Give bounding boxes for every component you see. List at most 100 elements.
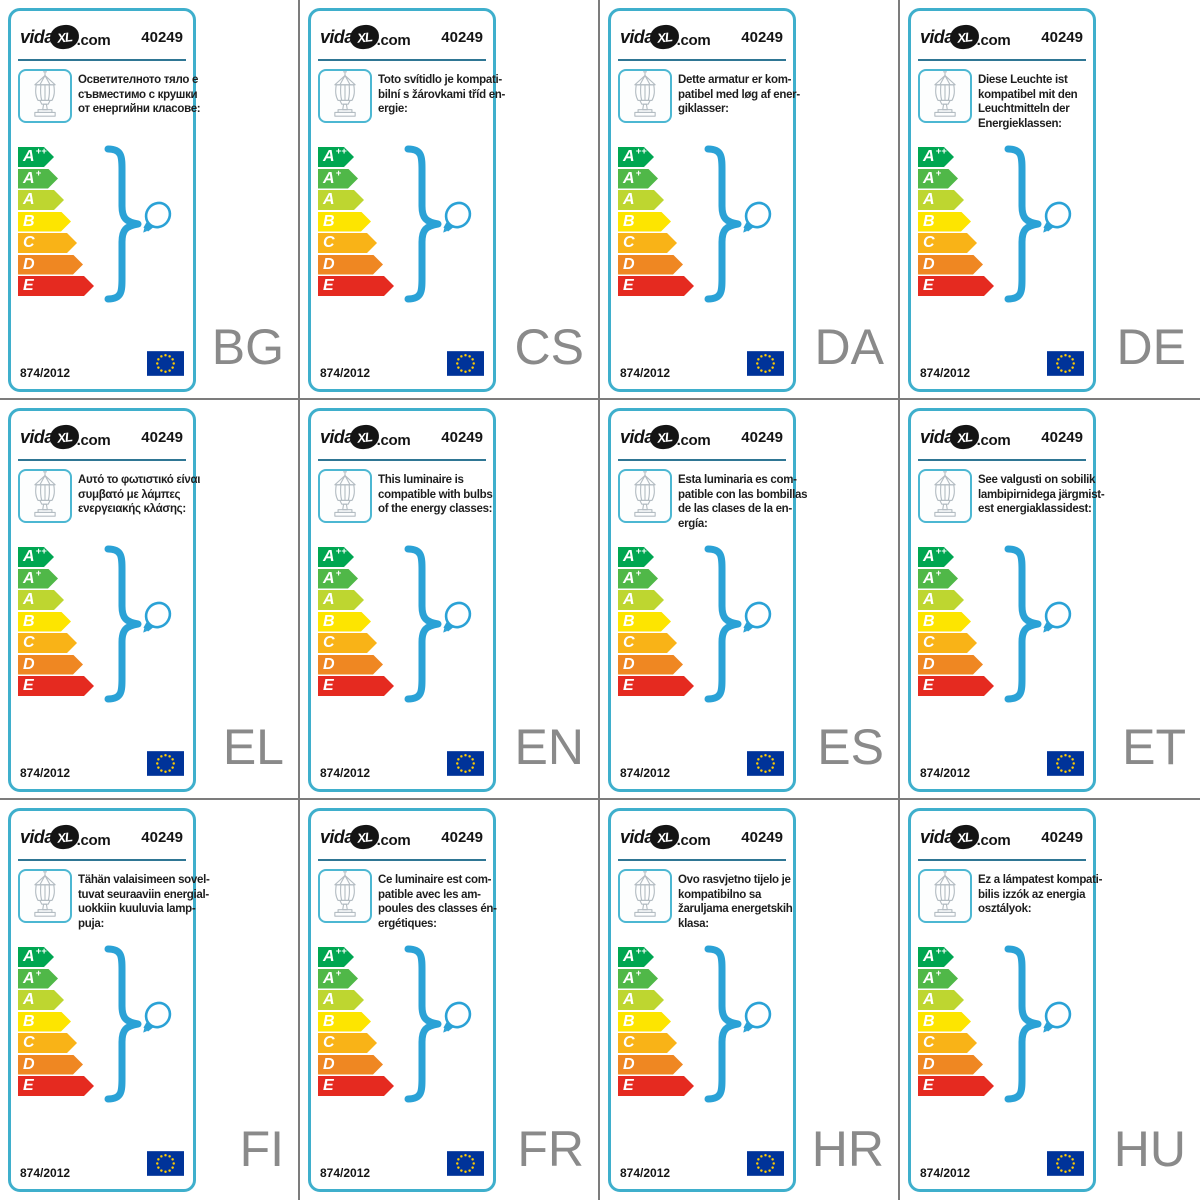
energy-class-arrow: A + [18,569,58,589]
energy-class-arrow: A + [18,969,58,989]
energy-class-letter: D [323,1055,335,1073]
description: Dette armatur er kom-patibel med løg af … [678,73,800,117]
post-lantern-icon [325,870,365,923]
energy-class-sup: + [335,567,342,579]
brand-logo: vida XL .com [320,23,411,51]
energy-scale: A ++ A + A B C D E [618,547,694,698]
energy-class-sup: + [635,567,642,579]
energy-class-arrow: B [318,212,371,232]
energy-class-letter: C [623,634,635,651]
post-lantern-icon [25,70,65,123]
description: Tähän valaisimeen sovel-tuvat seuraaviin… [78,873,210,932]
brand-suffix: .com [676,832,711,849]
card-header: vida XL .com 40249 [620,421,783,453]
brand-suffix: .com [76,32,111,49]
language-code: ET [1122,719,1186,775]
post-lantern-icon [25,870,65,923]
energy-class-letter: A [923,969,935,987]
eu-flag-icon [447,1151,484,1181]
energy-scale: A ++ A + A B C D E [918,947,994,1098]
brand-logo: vida XL .com [620,23,711,51]
regulation-number: 874/2012 [620,366,671,380]
description-line: от енергийни класове: [78,103,201,116]
description-line: žaruljama energetskih [678,903,793,916]
header-divider [18,859,186,861]
curly-brace-icon [1001,543,1045,710]
description-line: osztályok: [978,903,1032,916]
description-line: Energieklassen: [978,118,1062,131]
energy-class-arrow: C [618,1033,677,1053]
energy-class-letter: D [23,1055,35,1073]
energy-class-letter: E [323,277,334,294]
energy-class-arrow: E [618,1076,694,1096]
energy-class-letter: B [923,1012,935,1030]
energy-class-letter: A [623,591,635,608]
brand-suffix: .com [676,32,711,49]
header-divider [618,59,786,61]
label-cell: vida XL .com 40249 [600,400,900,800]
energy-class-letter: B [323,1012,335,1030]
energy-class-arrow: C [918,1033,977,1053]
eu-flag-icon [447,351,484,381]
curly-brace-icon [701,143,745,310]
label-cell: vida XL .com 40249 [900,800,1200,1200]
brand-prefix: vida [320,826,354,847]
brand-logo: vida XL .com [920,23,1011,51]
description: Ez a lámpatest kompati-bilis izzók az en… [978,873,1102,917]
energy-class-letter: A [923,548,935,565]
curly-brace-icon [1001,943,1045,1110]
energy-class-arrow: D [318,1055,383,1075]
brand-prefix: vida [620,26,654,47]
brand-logo: vida XL .com [20,823,111,851]
regulation-number: 874/2012 [620,766,671,780]
label-cell: vida XL .com 40249 [300,800,600,1200]
energy-class-letter: A [623,548,635,565]
regulation-number: 874/2012 [920,766,971,780]
header-divider [318,459,486,461]
energy-class-letter: A [23,948,35,965]
energy-class-arrow: C [618,233,677,253]
energy-class-letter: A [23,591,35,608]
language-code: EL [222,719,284,775]
lamp-thumbnail-box [918,869,972,923]
energy-class-letter: A [23,191,35,208]
energy-label-card: vida XL .com 40249 [908,408,1105,792]
energy-class-letter: A [923,591,935,608]
energy-class-arrow: A [318,990,364,1010]
light-bulb-icon [731,199,783,254]
energy-class-arrow: E [918,276,994,296]
brand-prefix: vida [920,426,954,447]
energy-class-arrow: D [18,255,83,275]
brand-prefix: vida [620,826,654,847]
product-number: 40249 [441,428,483,446]
energy-class-letter: E [23,1077,34,1094]
energy-class-arrow: A ++ [18,147,54,167]
energy-class-letter: E [923,1077,934,1094]
energy-class-letter: B [23,212,35,230]
curly-brace-icon [101,143,145,310]
description-line: est energiaklassidest: [978,503,1092,516]
energy-class-letter: A [923,991,935,1008]
regulation-number: 874/2012 [320,1166,371,1180]
description: Осветителното тяло е съвместимо с крушки о… [78,73,201,117]
brand-logo: vida XL .com [920,823,1011,851]
language-code: HR [811,1121,884,1177]
light-bulb-icon [731,999,783,1054]
description-line: Αυτό το φωτιστικό είναι [78,474,201,486]
lamp-thumbnail-box [318,469,372,523]
description-line: patibel med løg af ener- [678,88,800,101]
description: Αυτό το φωτιστικό είναι συμβατό με λάμπες… [78,473,201,517]
product-number: 40249 [741,828,783,846]
label-cell: vida XL .com 40249 [600,800,900,1200]
language-code: CS [514,319,584,375]
energy-class-letter: A [23,969,35,987]
description-line: uokkiin kuuluvia lamp- [78,903,196,916]
eu-flag-icon [747,1151,784,1181]
energy-class-letter: B [23,1012,35,1030]
lamp-thumbnail-box [318,69,372,123]
brand-suffix: .com [376,432,411,449]
energy-class-sup: + [935,167,942,179]
card-header: vida XL .com 40249 [20,821,183,853]
description: This luminaire is compatible with bulbs of… [378,473,496,517]
description-line: lambipirnidega järgmist- [978,488,1105,501]
